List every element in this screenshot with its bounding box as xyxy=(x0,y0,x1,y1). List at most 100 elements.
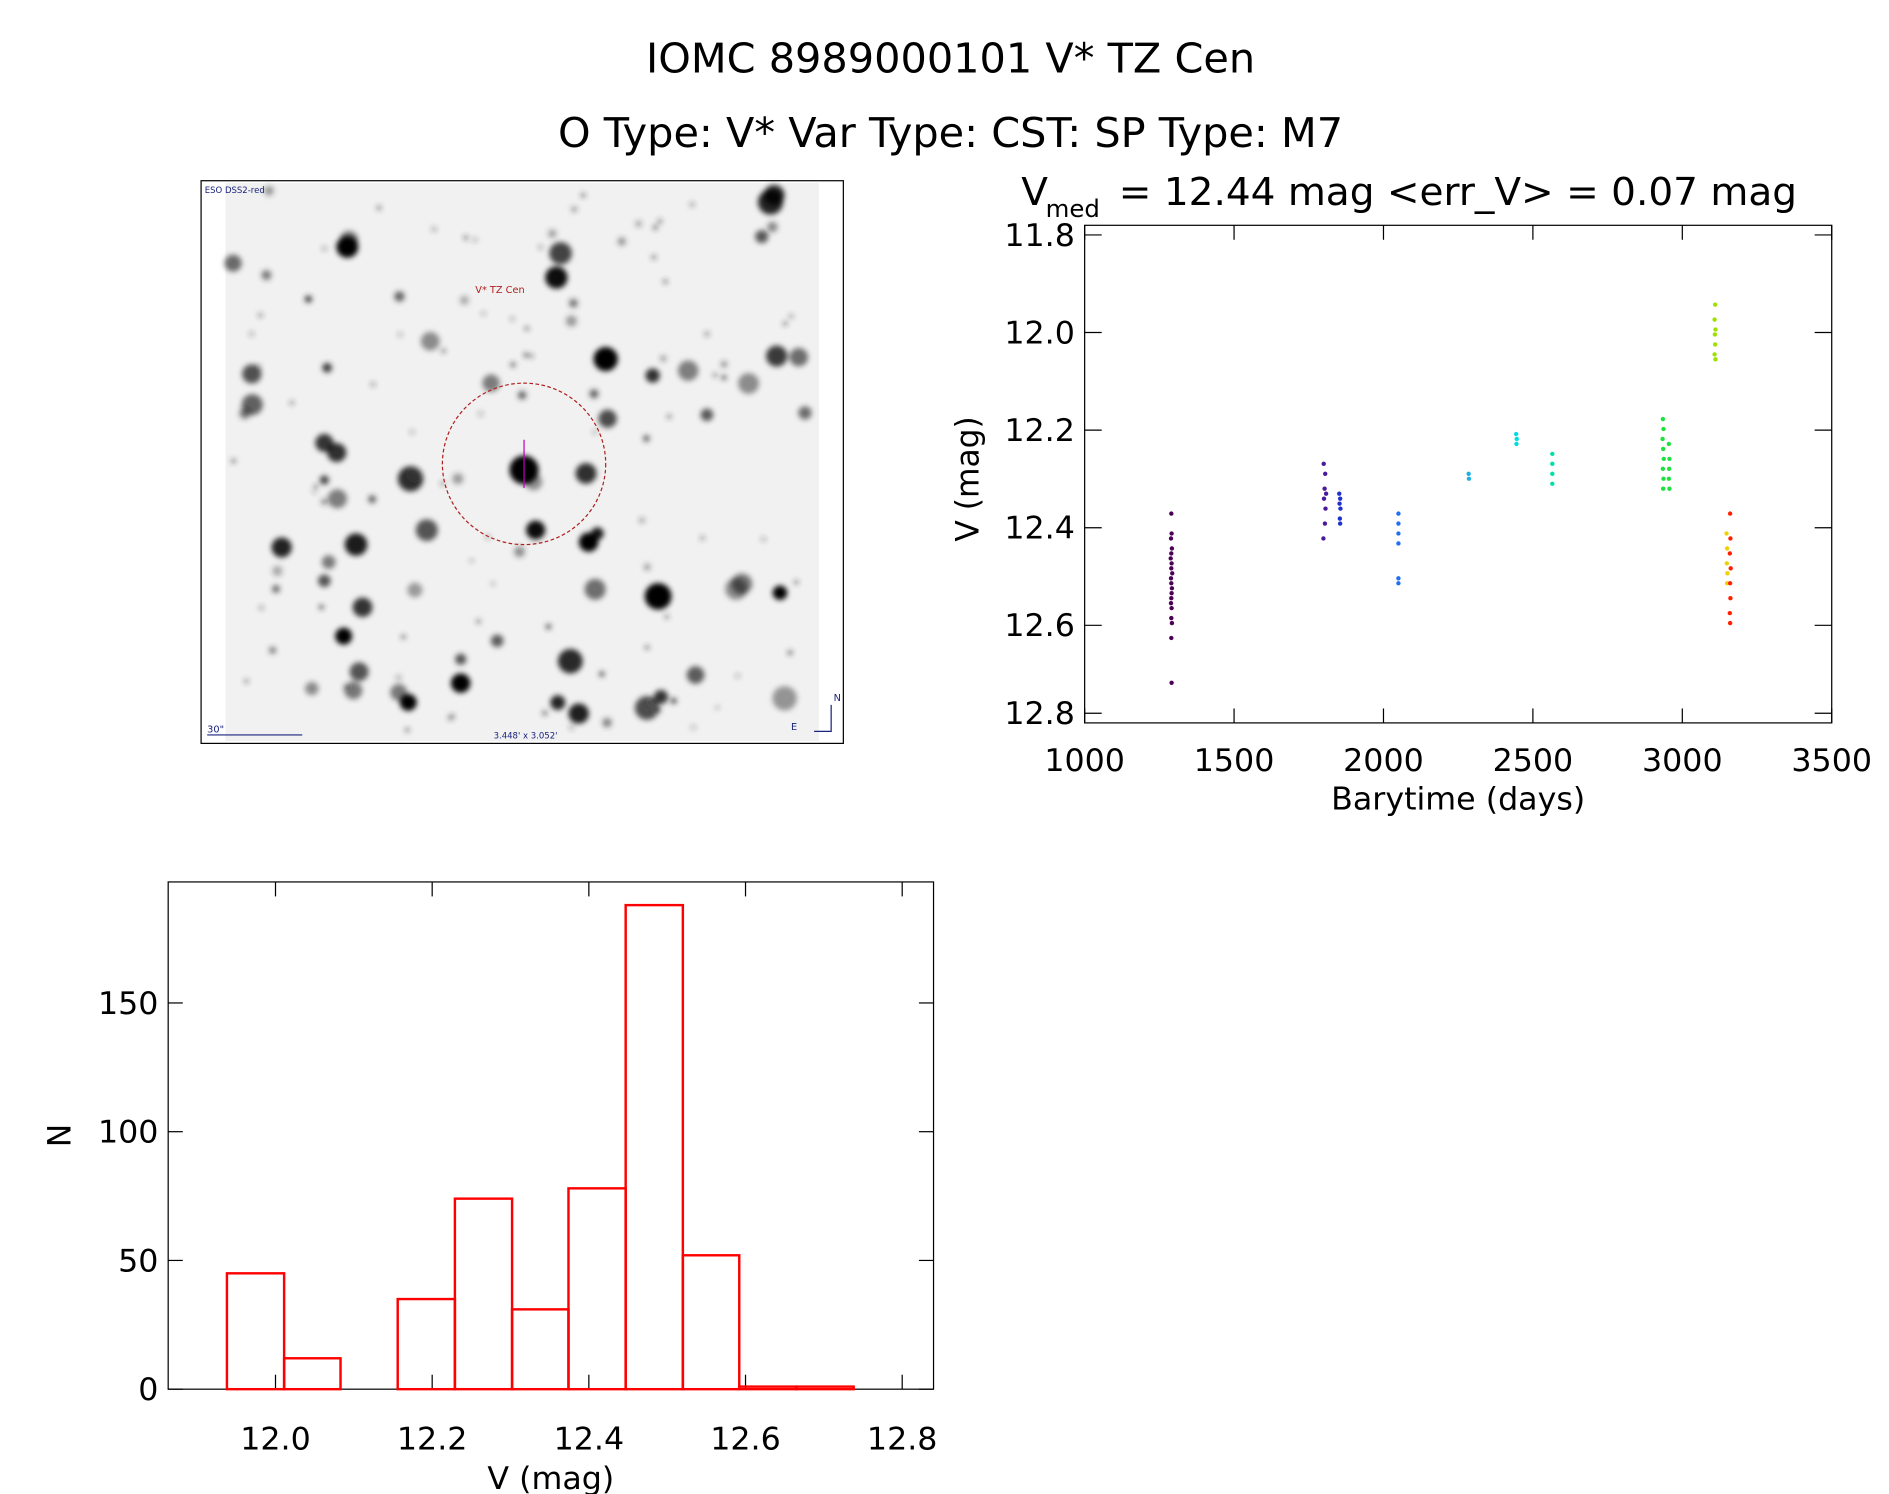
star xyxy=(657,219,662,224)
star xyxy=(725,578,748,600)
star xyxy=(321,498,328,505)
data-point xyxy=(1466,471,1471,476)
star xyxy=(327,489,347,509)
y-tick-label: 11.8 xyxy=(1004,218,1075,254)
data-point xyxy=(1169,591,1174,596)
star xyxy=(645,645,649,650)
y-tick-label: 100 xyxy=(98,1115,158,1151)
star xyxy=(715,705,720,710)
data-point xyxy=(1667,456,1672,462)
star xyxy=(735,673,740,678)
data-point xyxy=(1466,476,1472,481)
star xyxy=(464,235,468,240)
data-point xyxy=(1666,441,1672,447)
data-point xyxy=(1169,605,1174,611)
star xyxy=(663,279,668,284)
star xyxy=(617,237,626,246)
star xyxy=(584,578,606,600)
data-point xyxy=(1396,581,1401,586)
star xyxy=(660,355,667,362)
star xyxy=(720,361,728,368)
data-point xyxy=(1396,531,1401,536)
star xyxy=(242,364,262,384)
data-point xyxy=(1323,471,1328,476)
star xyxy=(304,295,312,303)
star xyxy=(704,331,710,337)
star xyxy=(592,430,597,434)
star xyxy=(317,574,331,588)
star xyxy=(319,475,329,485)
star xyxy=(645,368,660,383)
star xyxy=(526,520,546,540)
y-tick-label: 0 xyxy=(138,1372,158,1408)
star xyxy=(789,347,808,367)
data-point xyxy=(1666,466,1672,471)
star xyxy=(491,581,495,586)
histogram-bar xyxy=(567,1187,627,1391)
star xyxy=(368,495,376,504)
data-point xyxy=(1550,451,1555,457)
compass xyxy=(814,704,832,732)
star xyxy=(761,537,766,542)
star xyxy=(653,689,669,705)
star xyxy=(231,459,236,463)
data-point xyxy=(1728,566,1733,571)
y-tick-label: 12.0 xyxy=(1004,316,1075,352)
star xyxy=(755,230,769,244)
star xyxy=(478,411,484,417)
data-point xyxy=(1712,342,1718,347)
star xyxy=(397,466,424,492)
data-point xyxy=(1169,561,1174,566)
star xyxy=(440,481,445,486)
star xyxy=(258,313,263,318)
star xyxy=(789,314,794,319)
star xyxy=(602,717,612,728)
data-point xyxy=(1168,576,1174,581)
star xyxy=(244,679,249,684)
data-point xyxy=(1660,486,1666,491)
y-tick-label: 12.2 xyxy=(1004,413,1075,449)
star xyxy=(569,725,574,730)
data-point xyxy=(1337,491,1342,496)
star xyxy=(635,220,643,228)
data-point xyxy=(1169,551,1174,556)
star xyxy=(482,374,500,392)
x-axis-label: V (mag) xyxy=(487,1461,614,1494)
data-point xyxy=(1338,506,1343,511)
star xyxy=(713,373,717,377)
target-label: V* TZ Cen xyxy=(475,285,524,296)
histogram-bar xyxy=(282,1357,342,1391)
star xyxy=(721,375,727,380)
data-point xyxy=(1169,581,1174,586)
star xyxy=(598,409,617,428)
chart-title-subscript: med xyxy=(1046,195,1100,223)
x-tick-label: 3500 xyxy=(1791,743,1872,779)
data-point xyxy=(1667,486,1672,491)
y-axis-label: V (mag) xyxy=(950,416,986,541)
star xyxy=(352,597,373,618)
star xyxy=(647,700,652,705)
y-tick-label: 50 xyxy=(118,1243,158,1279)
data-point xyxy=(1660,436,1665,442)
star xyxy=(670,697,677,704)
data-point xyxy=(1727,620,1733,626)
star xyxy=(538,245,543,250)
star xyxy=(788,650,793,655)
data-point xyxy=(1169,546,1175,551)
data-point xyxy=(1169,620,1175,626)
data-point xyxy=(1713,357,1718,362)
star xyxy=(312,489,317,494)
y-tick-label: 12.8 xyxy=(1004,696,1075,732)
star xyxy=(476,619,481,624)
data-point xyxy=(1322,521,1328,526)
data-point xyxy=(1322,486,1327,491)
star xyxy=(767,221,778,233)
data-point xyxy=(1337,521,1343,526)
data-point xyxy=(1660,416,1666,422)
star xyxy=(593,346,618,372)
data-point xyxy=(1169,680,1174,685)
data-point xyxy=(1323,491,1329,496)
star xyxy=(571,206,578,213)
data-point xyxy=(1728,596,1733,601)
star xyxy=(794,580,799,585)
